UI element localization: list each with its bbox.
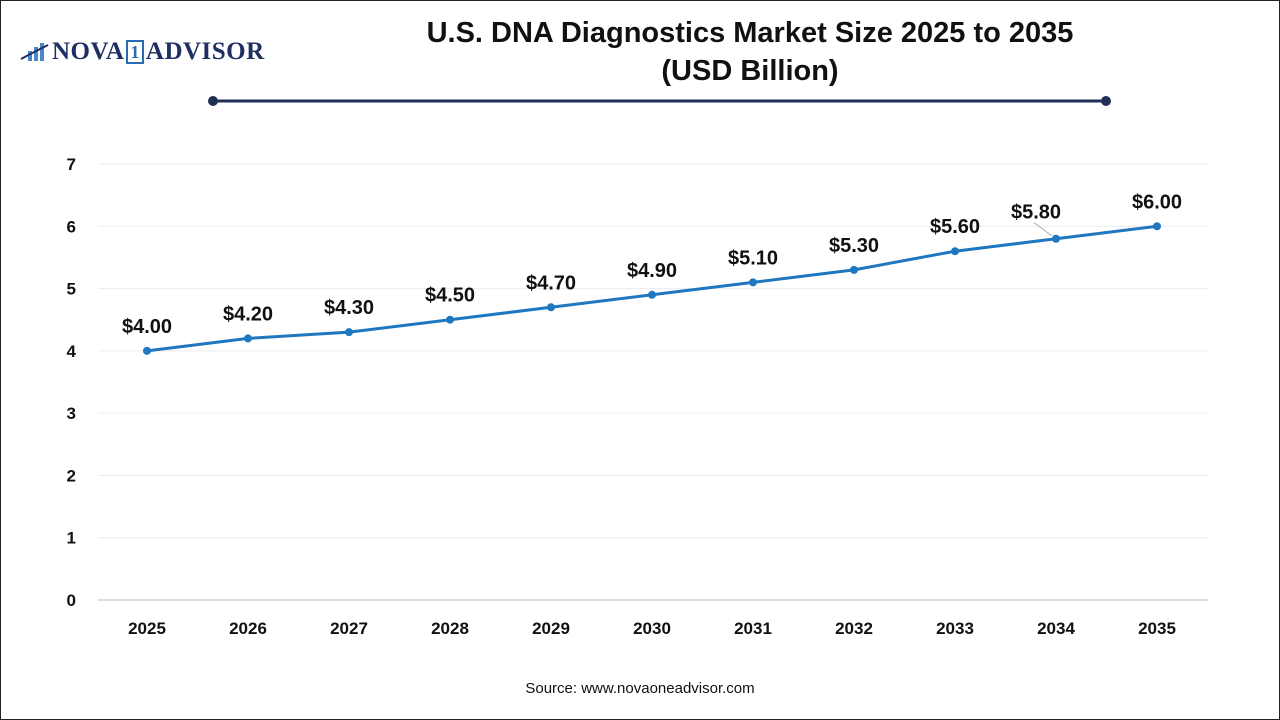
data-point — [446, 315, 454, 324]
x-tick-label: 2032 — [835, 619, 873, 638]
data-label: $4.00 — [122, 316, 172, 338]
data-point — [345, 328, 353, 337]
data-point — [547, 303, 555, 312]
data-point — [143, 346, 151, 355]
data-label: $5.60 — [930, 216, 980, 238]
x-tick-label: 2029 — [532, 619, 570, 638]
logo-text-number: 1 — [126, 40, 144, 64]
data-label: $6.00 — [1132, 191, 1182, 213]
data-point — [850, 265, 858, 274]
chart-title-line2: (USD Billion) — [661, 55, 839, 87]
bar-chart-logo-icon — [20, 43, 49, 61]
x-tick-label: 2026 — [229, 619, 267, 638]
y-tick-label: 5 — [67, 280, 76, 299]
chart-title-line1: U.S. DNA Diagnostics Market Size 2025 to… — [426, 17, 1074, 49]
source-note: Source: www.novaoneadvisor.com — [525, 680, 755, 697]
chart-title: U.S. DNA Diagnostics Market Size 2025 to… — [300, 14, 1200, 90]
x-tick-label: 2034 — [1037, 619, 1075, 638]
y-tick-label: 3 — [67, 404, 76, 423]
data-label: $4.30 — [324, 297, 374, 319]
data-point — [749, 278, 757, 287]
data-label: $4.90 — [627, 260, 677, 282]
data-label: $5.10 — [728, 247, 778, 269]
y-tick-label: 4 — [67, 342, 77, 361]
y-tick-label: 7 — [67, 155, 76, 174]
data-label: $4.70 — [526, 272, 576, 294]
data-point — [648, 290, 656, 299]
y-tick-label: 1 — [67, 529, 76, 548]
data-label: $4.20 — [223, 303, 273, 325]
y-tick-label: 2 — [67, 466, 76, 485]
nova-one-advisor-logo: NOVA 1 ADVISOR — [20, 38, 265, 66]
logo-text-right: ADVISOR — [145, 38, 265, 65]
y-tick-label: 6 — [67, 217, 76, 236]
data-point — [1153, 222, 1161, 231]
data-point — [951, 247, 959, 256]
data-point — [244, 334, 252, 343]
logo-text-left: NOVA — [52, 38, 125, 65]
data-label: $5.80 — [1011, 202, 1061, 224]
x-tick-label: 2033 — [936, 619, 974, 638]
title-rule-dot-left — [208, 96, 218, 106]
x-tick-label: 2027 — [330, 619, 368, 638]
x-tick-label: 2030 — [633, 619, 671, 638]
x-tick-label: 2031 — [734, 619, 772, 638]
leader-line — [1033, 222, 1053, 237]
data-label: $4.50 — [425, 285, 475, 307]
data-point — [1052, 234, 1060, 243]
y-tick-label: 0 — [67, 591, 76, 610]
title-rule-dot-right — [1101, 96, 1111, 106]
x-tick-label: 2028 — [431, 619, 469, 638]
data-label: $5.30 — [829, 235, 879, 257]
x-tick-label: 2035 — [1138, 619, 1176, 638]
x-tick-label: 2025 — [128, 619, 166, 638]
